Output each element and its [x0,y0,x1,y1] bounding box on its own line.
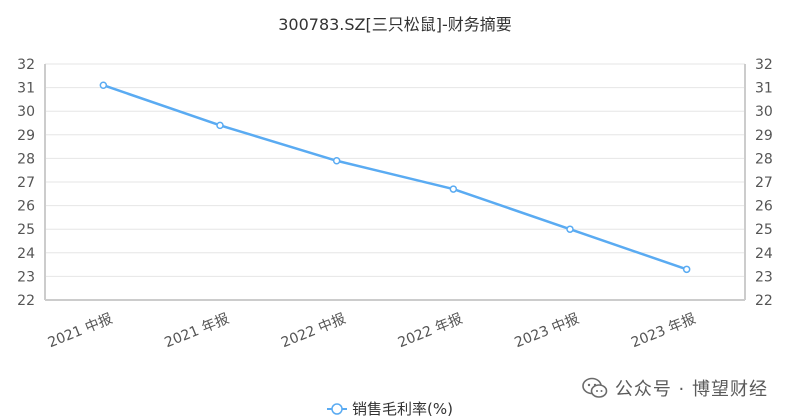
y-tick-label-left: 23 [17,269,35,285]
y-tick-label-right: 25 [755,222,773,238]
y-tick-label-right: 23 [755,269,773,285]
y-tick-label-right: 24 [755,246,773,262]
watermark: 公众号 · 博望财经 [581,376,768,400]
y-tick-label-left: 27 [17,175,35,191]
data-point[interactable] [566,225,574,233]
x-tick-label: 2023 年报 [629,311,698,351]
series-line [102,84,688,271]
y-tick-label-right: 27 [755,175,773,191]
watermark-text: 公众号 · 博望财经 [614,379,768,400]
data-point[interactable] [682,265,691,274]
series-group [99,81,691,274]
data-point[interactable] [99,81,108,89]
data-point[interactable] [216,121,224,130]
x-tick-label: 2023 中报 [512,311,581,351]
y-tick-label-right: 22 [755,293,773,309]
y-tick-label-left: 26 [17,199,35,215]
x-axis-ticks: 2021 中报 2021 年报 2022 中报 2022 年报 2023 中报 2023 … [46,311,698,351]
y-tick-label-right: 28 [755,151,773,167]
legend-marker-symbol [331,403,343,415]
data-point[interactable] [332,157,341,165]
y-tick-label-left: 29 [17,128,35,144]
x-tick-label: 2021 年报 [162,311,231,351]
wechat-icon [582,377,608,398]
y-tick-label-left: 25 [17,222,35,238]
y-tick-label-right: 32 [755,57,773,73]
x-tick-label: 2022 中报 [279,311,348,351]
legend-label: 销售毛利率(%) [352,400,453,418]
legend[interactable]: 销售毛利率(%) [327,400,453,418]
y-tick-label-left: 28 [17,151,35,167]
x-tick-label: 2021 中报 [46,311,115,351]
y-axis-left-ticks: 22 23 24 25 26 27 28 29 30 31 32 [17,57,35,309]
data-point[interactable] [449,185,458,193]
y-tick-label-left: 32 [17,57,35,73]
chart-title: 300783.SZ[三只松鼠]-财务摘要 [278,15,512,34]
y-tick-label-left: 24 [17,246,35,262]
x-tick-label: 2022 年报 [396,311,465,351]
y-axis-right-ticks: 22 23 24 25 26 27 28 29 30 31 32 [755,57,773,309]
axes [44,64,746,301]
grid-lines [45,63,745,301]
y-tick-label-right: 29 [755,128,773,144]
y-tick-label-right: 30 [755,104,773,120]
y-tick-label-right: 31 [755,81,773,97]
y-tick-label-left: 30 [17,104,35,120]
y-tick-label-left: 22 [17,293,35,309]
y-tick-label-left: 31 [17,81,35,97]
y-tick-label-right: 26 [755,199,773,215]
